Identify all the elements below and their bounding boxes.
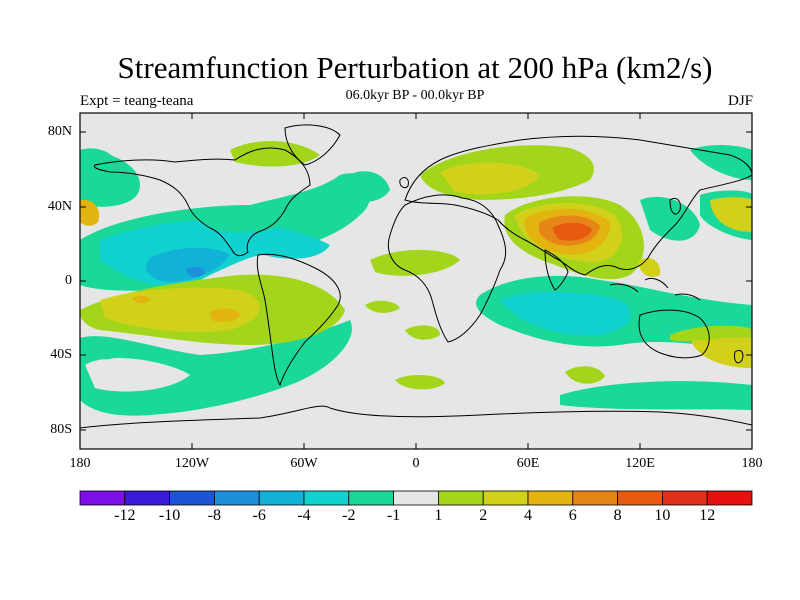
coastline-eurasia [404,135,752,276]
contour-neg-small-south [88,347,118,360]
lon-label-60e: 60E [516,456,540,471]
contour-fills [80,140,752,416]
contour-gray-south-pacific-hole [85,358,190,392]
lat-label-0: 0 [65,273,72,288]
contour-neg-pacific-core [186,266,205,277]
contour-pos-australia-east-outer [670,325,752,342]
lon-label-60w: 60W [290,456,318,471]
lon-label-180e: 180 [741,456,763,471]
colorbar-label: 2 [479,507,488,524]
lon-label-120e: 120E [625,456,655,471]
contour-pos-south-atlantic [405,325,440,340]
coastline-south-america [256,253,341,387]
coastline-north-america [93,147,311,257]
contour-pos-atlantic [370,249,460,276]
contour-pos-europe-inner [440,162,540,195]
contour-pos-south-pacific-core2 [132,295,150,304]
colorbar-label: -10 [158,507,181,524]
colorbar-label: 1 [434,507,443,524]
coastlines [80,124,752,429]
colorbar-box-14 [706,490,753,506]
coastline-australia [638,309,710,359]
contour-pos-australia-east [690,331,752,368]
colorbar-label: 8 [613,507,622,524]
lat-label-80n: 80N [47,124,72,139]
colorbar-label: 12 [699,507,716,524]
experiment-label: Expt = teang-teana [80,93,194,109]
contour-pos-south-ocean-2 [565,366,605,384]
colorbar-box-2 [169,490,215,506]
colorbar-box-1 [124,490,171,506]
colorbar-label: -8 [207,507,222,524]
colorbar-label: -2 [342,507,356,524]
colorbar-box-3 [213,490,260,506]
contour-neg-north-west-pacific [640,196,700,241]
coastline-maritime-continent [609,277,701,301]
lat-label-80s: 80S [50,422,72,437]
lon-label-180w: 180 [69,456,91,471]
colorbar-box-13 [662,490,708,506]
colorbar [79,490,753,506]
contour-neg-south-pacific [80,320,352,416]
coastline-uk [399,177,409,189]
lon-label-0: 0 [412,456,420,471]
coastline-greenland [284,124,341,166]
lat-label-40n: 40N [47,199,72,214]
lat-label-40s: 40S [50,347,72,362]
colorbar-box-4 [258,490,305,506]
contour-pos-south-pacific-core [210,308,240,323]
colorbar-label: -6 [252,507,266,524]
colorbar-box-10 [527,490,574,506]
contour-pos-south-ocean-1 [395,374,445,390]
colorbar-box-0 [79,490,126,506]
contour-neg-arctic-eastern [690,145,752,180]
season-label: DJF [727,93,753,109]
coastline-india [544,249,569,291]
colorbar-label: 6 [568,507,577,524]
contour-pos-northeast-pacific [80,199,100,226]
colorbar-box-5 [303,490,350,506]
map-subtitle: 06.0kyr BP - 00.0kyr BP [345,88,485,103]
contour-neg-north-atlantic-west [200,204,293,233]
contour-neg-arctic-west [80,148,115,170]
colorbar-label: -4 [297,507,311,524]
coastline-antarctica [80,405,752,429]
contour-neg-pacific-inner [146,247,230,282]
map-title: Streamfunction Perturbation at 200 hPa (… [117,50,713,85]
lon-label-120w: 120W [174,456,210,471]
colorbar-label: -1 [386,507,401,524]
coastline-new-zealand [734,349,744,364]
colorbar-box-7 [393,490,439,506]
colorbar-box-8 [437,490,484,506]
contour-pos-south-atlantic-small [365,300,400,313]
contour-pos-arctic [230,140,320,167]
axis-ticks [80,113,752,449]
contour-pos-east-pacific [710,197,752,232]
contour-neg-north-atlantic-lobe [340,171,390,202]
contour-neg-central-america [245,227,330,259]
coastline-japan [669,197,681,215]
contour-pos-asia-4 [552,222,592,241]
contour-neg-southern-ocean-east [560,381,752,410]
colorbar-box-11 [572,490,618,506]
colorbar-box-9 [482,490,529,506]
contour-neg-indian-core [500,291,631,336]
colorbar-box-6 [348,490,394,506]
colorbar-label: 10 [654,507,671,524]
colorbar-box-12 [617,490,663,506]
colorbar-label: -12 [114,507,136,524]
coastline-africa [387,194,507,343]
colorbar-label: 4 [524,507,532,524]
